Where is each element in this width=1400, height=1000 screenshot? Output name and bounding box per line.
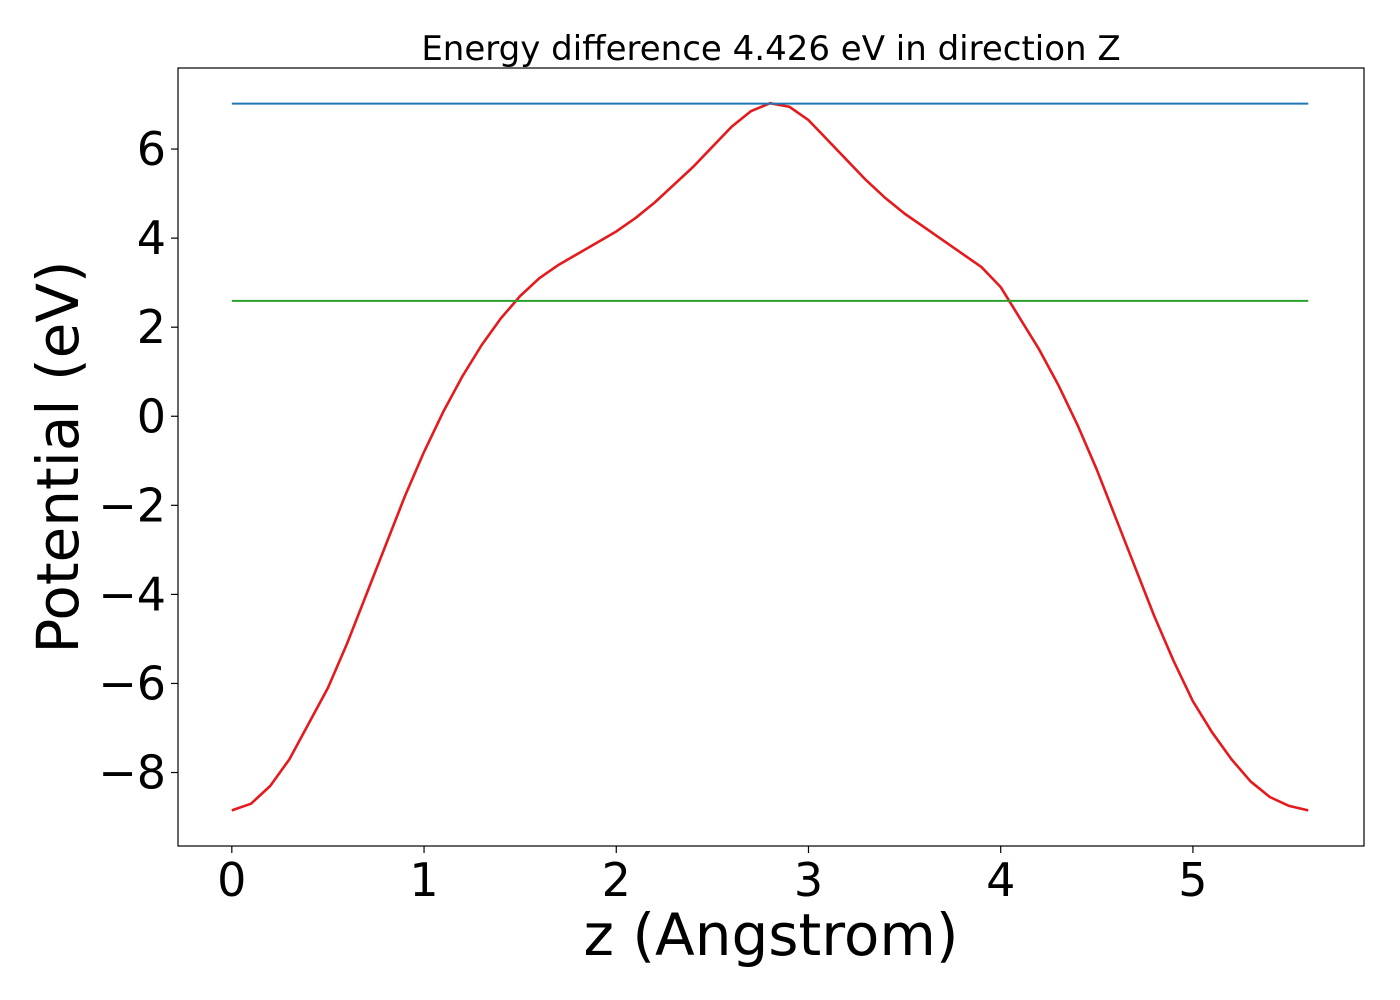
x-tick-label: 1: [409, 853, 438, 907]
series-layer: [231, 101, 1309, 812]
y-axis-ticks: −8 −6 −4 −2 0 2 4 6: [98, 122, 178, 800]
chart-title: Energy difference 4.426 eV in direction …: [421, 29, 1120, 69]
x-axis-label: z (Angstrom): [584, 901, 959, 969]
x-tick-label: 2: [602, 853, 631, 907]
y-axis-label: Potential (eV): [24, 260, 92, 653]
y-tick-label: 6: [137, 122, 166, 176]
x-tick-label: 4: [986, 853, 1015, 907]
series-potential-curve: [231, 101, 1309, 812]
x-tick-label: 0: [217, 853, 246, 907]
y-tick-label: −8: [98, 746, 166, 800]
plot-area: [177, 67, 1365, 847]
y-tick-label: 2: [137, 300, 166, 354]
y-tick-label: −6: [98, 656, 166, 710]
x-axis-ticks: 0 1 2 3 4 5: [217, 846, 1208, 907]
x-tick-label: 5: [1178, 853, 1207, 907]
y-tick-label: 4: [137, 211, 166, 265]
y-tick-label: −2: [98, 478, 166, 532]
y-tick-label: 0: [137, 389, 166, 443]
y-tick-label: −4: [98, 567, 166, 621]
x-tick-label: 3: [794, 853, 823, 907]
